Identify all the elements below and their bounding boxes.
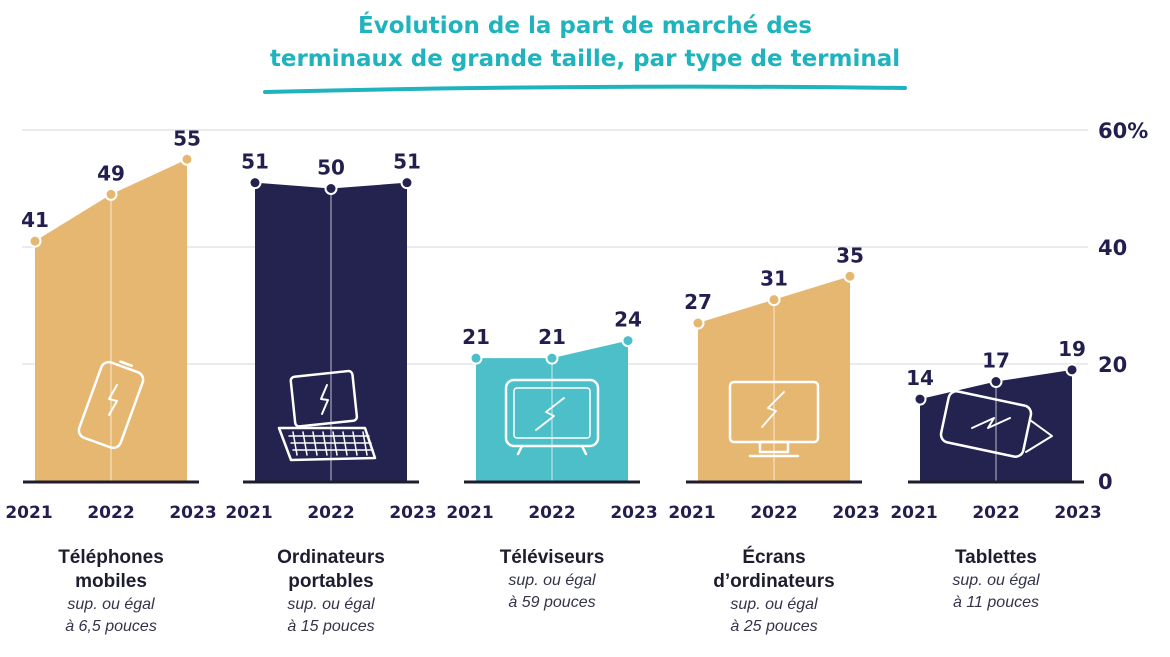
series-group: 51 2021 50 2022 51 2023 Ordinateurs portables su… [225,150,436,635]
year-label: 2022 [528,503,575,523]
category-name: Ordinateurs [277,547,385,568]
monitor-icon [728,380,820,458]
value-label: 51 [241,150,269,174]
series-group: 27 2021 31 2022 35 2023 Écrans d’ordinateurs sup… [668,243,879,635]
data-point [767,293,781,307]
title-underline [263,84,907,94]
series-group: 14 2021 17 2022 19 2023 Tablettes sup. ou égal à… [890,337,1101,611]
smartphone-icon [77,360,145,450]
value-label: 21 [462,325,490,349]
value-label: 50 [317,156,345,180]
y-tick-label: 0 [1098,470,1113,494]
y-tick-label: 60% [1098,119,1148,143]
year-label: 2021 [225,503,272,523]
category-subtitle: à 59 pouces [508,594,595,611]
category-subtitle: à 15 pouces [287,618,374,635]
data-point [28,234,42,248]
data-point [621,334,635,348]
data-point [691,316,705,330]
category-subtitle: sup. ou égal [287,596,375,613]
category-name: Tablettes [955,547,1037,568]
year-label: 2021 [890,503,937,523]
data-point [843,269,857,283]
data-point [1065,363,1079,377]
data-point [545,351,559,365]
value-label: 19 [1058,337,1086,361]
value-label: 27 [684,290,712,314]
year-label: 2022 [307,503,354,523]
value-label: 31 [760,267,788,291]
series-groups: 41 2021 49 2022 55 2023 Téléphones mobiles sup. … [5,126,1101,635]
value-label: 17 [982,349,1010,373]
value-label: 14 [906,366,934,390]
category-name: portables [288,571,374,592]
category-subtitle: à 11 pouces [953,594,1039,611]
series-group: 41 2021 49 2022 55 2023 Téléphones mobiles sup. … [5,126,216,635]
category-name: mobiles [75,571,147,592]
value-label: 41 [21,208,49,232]
category-name: Téléphones [58,547,164,568]
data-point [469,351,483,365]
y-tick-label: 40 [1098,236,1127,260]
year-label: 2023 [610,503,657,523]
y-tick-label: 20 [1098,353,1127,377]
chart-title-line-2: terminaux de grande taille, par type de … [270,46,900,72]
tv-icon [504,378,600,456]
y-axis-ticks: 0 20 40 60% [1098,119,1148,494]
laptop-icon [277,369,377,462]
year-label: 2023 [169,503,216,523]
data-point [104,187,118,201]
category-name: Téléviseurs [500,547,605,568]
category-name: Écrans [742,546,805,568]
year-label: 2021 [668,503,715,523]
category-subtitle: à 6,5 pouces [65,618,157,635]
year-label: 2022 [750,503,797,523]
value-label: 49 [97,161,125,185]
year-label: 2021 [446,503,493,523]
category-subtitle: sup. ou égal [508,572,596,589]
series-group: 21 2021 21 2022 24 2023 Téléviseurs sup. ou éga… [446,308,657,611]
year-label: 2021 [5,503,52,523]
data-point [248,176,262,190]
data-point [324,182,338,195]
year-label: 2023 [1054,503,1101,523]
year-label: 2022 [87,503,134,523]
category-subtitle: sup. ou égal [67,596,155,613]
year-label: 2023 [389,503,436,523]
category-subtitle: sup. ou égal [952,572,1040,589]
year-label: 2022 [972,503,1019,523]
data-point [400,176,414,190]
category-subtitle: sup. ou égal [730,596,818,613]
category-subtitle: à 25 pouces [730,618,817,635]
year-label: 2023 [832,503,879,523]
data-point [180,152,194,166]
chart-title-line-1: Évolution de la part de marché des [358,11,812,39]
category-name: d’ordinateurs [713,571,834,592]
tablet-icon [939,390,1053,458]
value-label: 35 [836,243,864,267]
value-label: 21 [538,325,566,349]
data-point [913,392,927,406]
chart-title: Évolution de la part de marché des termi… [263,11,907,94]
value-label: 55 [173,126,201,150]
value-label: 51 [393,150,421,174]
data-point [989,375,1003,389]
value-label: 24 [614,308,642,332]
